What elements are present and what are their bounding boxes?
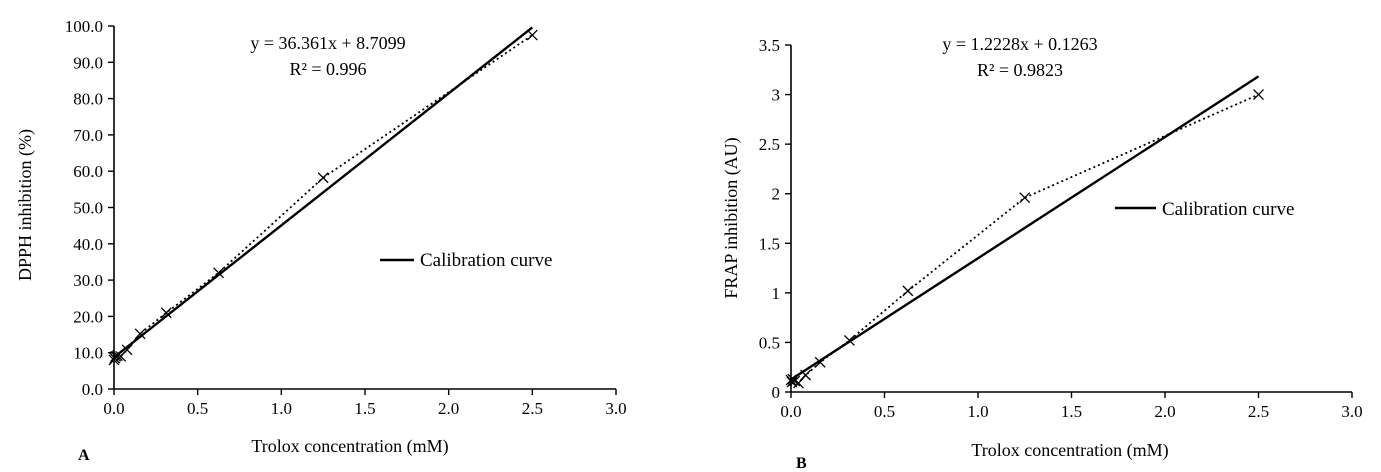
marker-stroke (1019, 192, 1031, 204)
y-tick-label: 3 (772, 86, 781, 105)
data-point-marker (1019, 192, 1031, 204)
chart-panel-a: y = 36.361x + 8.7099 R² = 0.996 Calibrat… (15, 17, 627, 464)
x-tick-label: 2.0 (438, 399, 459, 418)
y-tick-label: 70.0 (73, 126, 103, 145)
data-point-marker (1253, 89, 1264, 101)
x-tick-label: 2.5 (522, 399, 543, 418)
y-tick-label: 90.0 (73, 53, 103, 72)
y-tick-label: 10.0 (73, 344, 103, 363)
y-tick-label: 20.0 (73, 307, 103, 326)
marker-stroke (121, 344, 133, 356)
data-point-marker (121, 344, 133, 356)
legend-label: Calibration curve (420, 250, 552, 271)
x-tick-label: 1.0 (967, 402, 988, 421)
y-tick-label: 0.5 (759, 333, 780, 352)
marker-stroke (902, 285, 914, 297)
marker-stroke (526, 29, 538, 41)
x-tick-label: 3.0 (605, 399, 626, 418)
x-tick-label: 1.5 (354, 399, 375, 418)
x-tick-label: 3.0 (1341, 402, 1362, 421)
calibration-curve-line (790, 75, 1260, 381)
calibration-curve-line (113, 26, 534, 359)
data-point-marker (789, 375, 801, 387)
x-tick-label: 2.5 (1248, 402, 1269, 421)
data-point-marker (108, 354, 120, 366)
marker-stroke (800, 369, 812, 381)
data-point-marker (902, 285, 914, 297)
x-axis-title: Trolox concentration (mM) (971, 440, 1168, 461)
equation-label: y = 1.2228x + 0.1263 (942, 34, 1097, 54)
marker-stroke (1253, 89, 1264, 101)
x-tick-label: 0.0 (780, 402, 801, 421)
r-squared-label: R² = 0.9823 (977, 60, 1063, 80)
legend-label: Calibration curve (1162, 199, 1294, 220)
data-point-marker (317, 172, 329, 184)
y-axis-title: FRAP inhibition (AU) (721, 137, 742, 298)
x-tick-label: 1.0 (271, 399, 292, 418)
x-tick-label: 1.5 (1061, 402, 1082, 421)
y-tick-label: 0.0 (82, 380, 103, 399)
data-trend-line (790, 93, 1259, 385)
marker-stroke (786, 376, 798, 388)
y-tick-label: 30.0 (73, 271, 103, 290)
y-tick-label: 2 (772, 185, 781, 204)
y-tick-label: 40.0 (73, 235, 103, 254)
panel-label: B (796, 455, 807, 472)
panel-label: A (78, 447, 90, 464)
data-point-marker (134, 328, 146, 340)
y-tick-label: 60.0 (73, 162, 103, 181)
y-tick-label: 50.0 (73, 199, 103, 218)
chart-panel-b: y = 1.2228x + 0.1263 R² = 0.9823 Calibra… (721, 34, 1363, 472)
y-tick-label: 80.0 (73, 90, 103, 109)
r-squared-label: R² = 0.996 (289, 59, 366, 79)
marker-stroke (134, 328, 146, 340)
equation-label: y = 36.361x + 8.7099 (250, 33, 405, 53)
x-axis-title: Trolox concentration (mM) (251, 436, 448, 457)
marker-stroke (160, 307, 172, 319)
data-point-marker (160, 307, 172, 319)
data-point-marker (526, 29, 538, 41)
y-tick-label: 1 (772, 284, 781, 303)
x-tick-label: 0.0 (103, 399, 124, 418)
y-tick-label: 2.5 (759, 135, 780, 154)
y-tick-label: 1.5 (759, 234, 780, 253)
data-trend-line (113, 34, 533, 361)
y-tick-label: 3.5 (759, 36, 780, 55)
x-tick-label: 2.0 (1154, 402, 1175, 421)
y-axis-title: DPPH inhibition (%) (15, 129, 36, 281)
y-tick-label: 0 (772, 383, 781, 402)
x-tick-label: 0.5 (187, 399, 208, 418)
y-tick-label: 100.0 (65, 17, 103, 36)
x-tick-label: 0.5 (874, 402, 895, 421)
marker-stroke (789, 375, 801, 387)
legend: Calibration curve (380, 250, 552, 271)
legend: Calibration curve (1115, 199, 1294, 220)
marker-stroke (317, 172, 329, 184)
marker-stroke (108, 354, 120, 366)
